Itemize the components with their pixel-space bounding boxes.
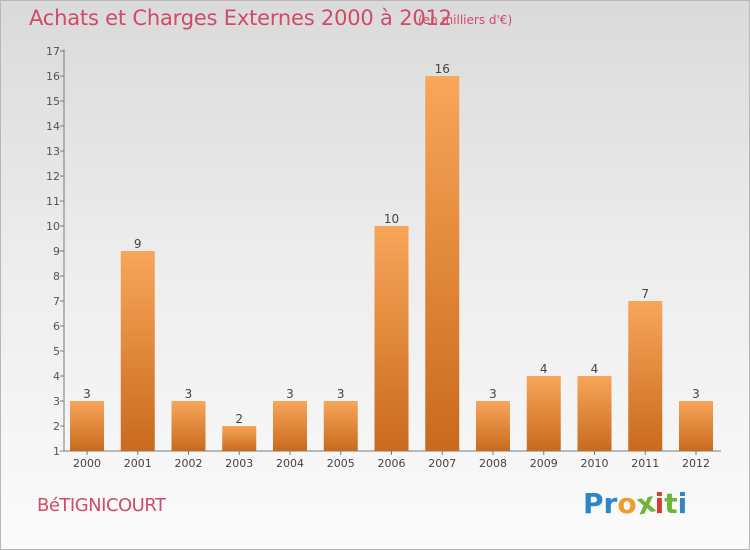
bar-value-label: 7 bbox=[641, 287, 649, 301]
bar-value-label: 3 bbox=[337, 387, 345, 401]
logo-letter: o bbox=[617, 487, 637, 520]
bar-value-label: 3 bbox=[83, 387, 91, 401]
y-tick-label: 14 bbox=[46, 120, 60, 133]
bar-value-label: 4 bbox=[540, 362, 548, 376]
bar-2002 bbox=[171, 401, 206, 451]
x-tick-label: 2012 bbox=[682, 457, 710, 470]
x-tick-label: 2003 bbox=[225, 457, 253, 470]
bar-value-label: 16 bbox=[435, 62, 450, 76]
bar-value-label: 9 bbox=[134, 237, 142, 251]
bar-2003 bbox=[222, 426, 257, 451]
y-tick-label: 8 bbox=[53, 270, 60, 283]
x-tick-label: 2004 bbox=[276, 457, 304, 470]
x-tick-label: 2008 bbox=[479, 457, 507, 470]
y-tick-label: 5 bbox=[53, 345, 60, 358]
x-tick-label: 2006 bbox=[378, 457, 406, 470]
x-tick-label: 2009 bbox=[530, 457, 558, 470]
x-tick-label: 2002 bbox=[175, 457, 203, 470]
bar-2007 bbox=[425, 76, 460, 451]
bar-value-label: 3 bbox=[286, 387, 294, 401]
bar-2005 bbox=[323, 401, 358, 451]
bar-2011 bbox=[628, 301, 663, 451]
y-tick-label: 3 bbox=[53, 395, 60, 408]
proxiti-logo: Proxiti bbox=[583, 485, 688, 521]
bar-2010 bbox=[577, 376, 612, 451]
bar-value-label: 10 bbox=[384, 212, 399, 226]
y-tick-label: 16 bbox=[46, 70, 60, 83]
bar-value-label: 4 bbox=[591, 362, 599, 376]
bar-2001 bbox=[120, 251, 155, 451]
x-tick-label: 2010 bbox=[581, 457, 609, 470]
logo-letter: i bbox=[677, 487, 688, 520]
y-tick-label: 9 bbox=[53, 245, 60, 258]
logo-letter: t bbox=[664, 487, 678, 520]
logo-letter: i bbox=[654, 487, 665, 520]
x-tick-label: 2000 bbox=[73, 457, 101, 470]
y-tick-label: 1 bbox=[53, 445, 60, 458]
logo-letter: r bbox=[603, 487, 618, 520]
bar-2004 bbox=[273, 401, 307, 451]
y-tick-label: 2 bbox=[53, 420, 60, 433]
y-tick-label: 15 bbox=[46, 95, 60, 108]
x-tick-label: 2001 bbox=[124, 457, 152, 470]
y-tick-label: 10 bbox=[46, 220, 60, 233]
y-tick-label: 11 bbox=[46, 195, 60, 208]
x-tick-label: 2005 bbox=[327, 457, 355, 470]
x-tick-label: 2011 bbox=[631, 457, 659, 470]
bar-2008 bbox=[476, 401, 510, 451]
bar-2006 bbox=[374, 226, 409, 451]
y-tick-label: 6 bbox=[53, 320, 60, 333]
bar-value-label: 3 bbox=[692, 387, 700, 401]
town-name: BéTIGNICOURT bbox=[37, 495, 166, 516]
bar-2012 bbox=[679, 401, 713, 451]
chart-title: Achats et Charges Externes 2000 à 2012 bbox=[29, 6, 452, 30]
x-tick-label: 2007 bbox=[428, 457, 456, 470]
bar-value-label: 2 bbox=[235, 412, 243, 426]
y-tick-label: 7 bbox=[53, 295, 60, 308]
y-tick-label: 17 bbox=[46, 45, 60, 58]
bar-2000 bbox=[70, 401, 104, 451]
bar-value-label: 3 bbox=[489, 387, 497, 401]
y-tick-label: 4 bbox=[53, 370, 60, 383]
chart-unit-label: (en milliers d'€) bbox=[418, 13, 513, 27]
bar-value-label: 3 bbox=[185, 387, 193, 401]
y-tick-label: 12 bbox=[46, 170, 60, 183]
y-tick-label: 13 bbox=[46, 145, 60, 158]
logo-letter: P bbox=[583, 487, 604, 520]
bar-2009 bbox=[526, 376, 561, 451]
